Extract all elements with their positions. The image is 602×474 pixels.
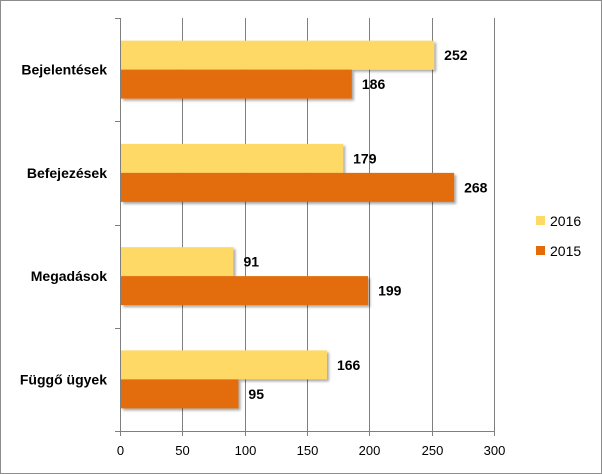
bars — [121, 40, 455, 409]
legend-label-2015: 2015 — [550, 243, 581, 259]
legend: 2016 2015 — [536, 213, 581, 259]
data-label-2016-2: 91 — [243, 254, 259, 270]
data-label-2016-0: 252 — [444, 47, 468, 63]
bar-2016-0 — [121, 40, 435, 70]
data-label-2015-0: 186 — [362, 76, 386, 92]
data-label-2015-2: 199 — [378, 283, 402, 299]
bar-2015-1 — [121, 172, 455, 202]
legend-label-2016: 2016 — [550, 213, 581, 229]
x-tick-label-300: 300 — [484, 443, 506, 458]
bar-2016-1 — [121, 143, 344, 173]
data-label-2015-3: 95 — [248, 386, 264, 402]
category-label: Megadások — [31, 268, 107, 284]
axes — [115, 18, 495, 436]
bar-2016-2 — [121, 247, 234, 277]
bar-2016-3 — [121, 350, 327, 380]
x-tick-label-250: 250 — [422, 443, 444, 458]
x-tick-label-200: 200 — [359, 443, 381, 458]
x-tick-label-50: 50 — [175, 443, 189, 458]
category-label: Bejelentések — [21, 62, 107, 78]
x-tick-label-100: 100 — [235, 443, 257, 458]
legend-swatch-2016 — [536, 216, 545, 225]
x-tick-label-150: 150 — [297, 443, 319, 458]
data-label-2016-3: 166 — [337, 357, 361, 373]
category-label: Befejezések — [27, 165, 107, 181]
category-label: Függő ügyek — [20, 371, 107, 387]
data-label-2015-1: 268 — [464, 179, 488, 195]
legend-swatch-2015 — [536, 246, 545, 255]
bar-2015-2 — [121, 276, 369, 306]
x-tick-label-0: 0 — [117, 443, 124, 458]
bar-2015-0 — [121, 69, 352, 99]
labels: 0 50 100 150 200 250 300 Bejelentések 252 186 Befe… — [20, 47, 505, 458]
bar-2015-3 — [121, 379, 239, 409]
data-label-2016-1: 179 — [353, 150, 377, 166]
